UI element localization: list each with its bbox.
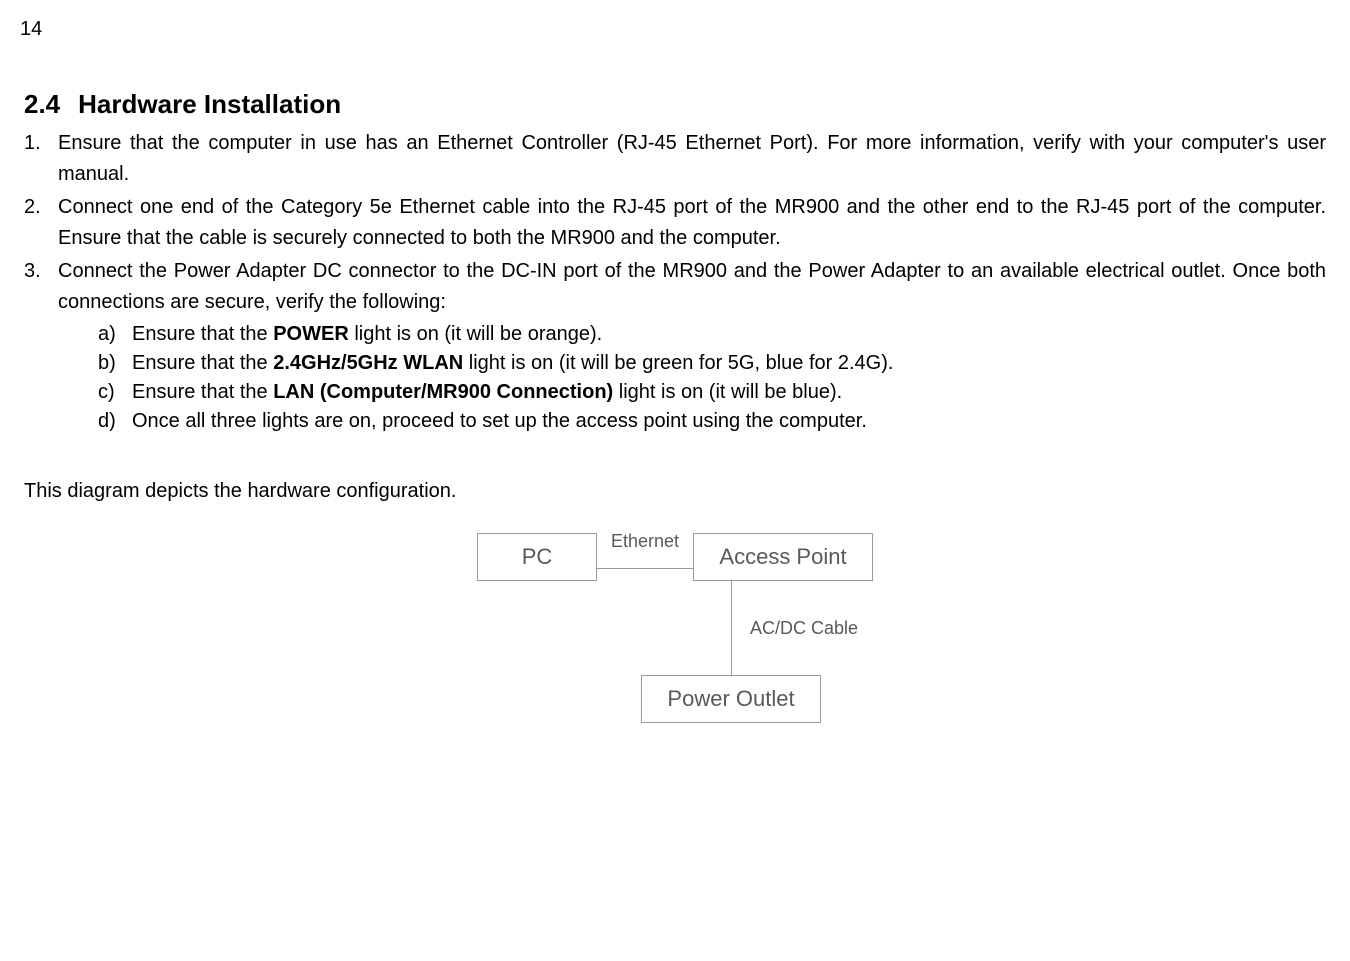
steps-list: Ensure that the computer in use has an E… <box>24 128 1326 436</box>
substep-post: light is on (it will be blue). <box>613 381 842 403</box>
step-1: Ensure that the computer in use has an E… <box>24 128 1326 190</box>
step-3: Connect the Power Adapter DC connector t… <box>24 256 1326 436</box>
diagram-row-1: PC Ethernet Access Point <box>425 533 925 581</box>
page: 14 2.4 Hardware Installation Ensure that … <box>0 0 1350 961</box>
node-pc: PC <box>477 533 597 581</box>
edge-acdc-label: AC/DC Cable <box>750 618 858 639</box>
substep-pre: Ensure that the <box>132 352 273 374</box>
substep-b: Ensure that the 2.4GHz/5GHz WLAN light i… <box>58 349 1326 378</box>
step-2: Connect one end of the Category 5e Ether… <box>24 192 1326 254</box>
substep-d: Once all three lights are on, proceed to… <box>58 407 1326 436</box>
substep-c: Ensure that the LAN (Computer/MR900 Conn… <box>58 378 1326 407</box>
step-text: Connect one end of the Category 5e Ether… <box>58 196 1326 249</box>
node-power-outlet: Power Outlet <box>641 675 821 723</box>
substep-bold: POWER <box>273 323 349 345</box>
section-title: Hardware Installation <box>78 89 341 119</box>
substep-pre: Ensure that the <box>132 323 273 345</box>
step-text: Connect the Power Adapter DC connector t… <box>58 260 1326 313</box>
step-text: Ensure that the computer in use has an E… <box>58 132 1326 185</box>
edge-acdc-line <box>731 581 732 675</box>
substep-pre: Once all three lights are on, proceed to… <box>132 410 867 432</box>
page-number: 14 <box>20 18 1326 41</box>
edge-ethernet-label: Ethernet <box>597 531 693 552</box>
edge-ethernet: Ethernet <box>597 533 693 581</box>
hardware-diagram: PC Ethernet Access Point AC/DC Cable Pow… <box>425 533 925 723</box>
substep-post: light is on (it will be orange). <box>349 323 602 345</box>
substep-a: Ensure that the POWER light is on (it wi… <box>58 320 1326 349</box>
substep-pre: Ensure that the <box>132 381 273 403</box>
substep-post: light is on (it will be green for 5G, bl… <box>463 352 893 374</box>
substep-bold: LAN (Computer/MR900 Connection) <box>273 381 613 403</box>
diagram-row-3: Power Outlet <box>641 675 925 723</box>
substep-bold: 2.4GHz/5GHz WLAN <box>273 352 463 374</box>
section-number: 2.4 <box>24 89 60 119</box>
section-heading: 2.4 Hardware Installation <box>24 89 1326 120</box>
edge-ethernet-line <box>597 568 693 569</box>
substeps-list: Ensure that the POWER light is on (it wi… <box>58 320 1326 436</box>
diagram-caption: This diagram depicts the hardware config… <box>24 480 1326 503</box>
edge-acdc: AC/DC Cable <box>731 581 925 675</box>
node-access-point: Access Point <box>693 533 873 581</box>
